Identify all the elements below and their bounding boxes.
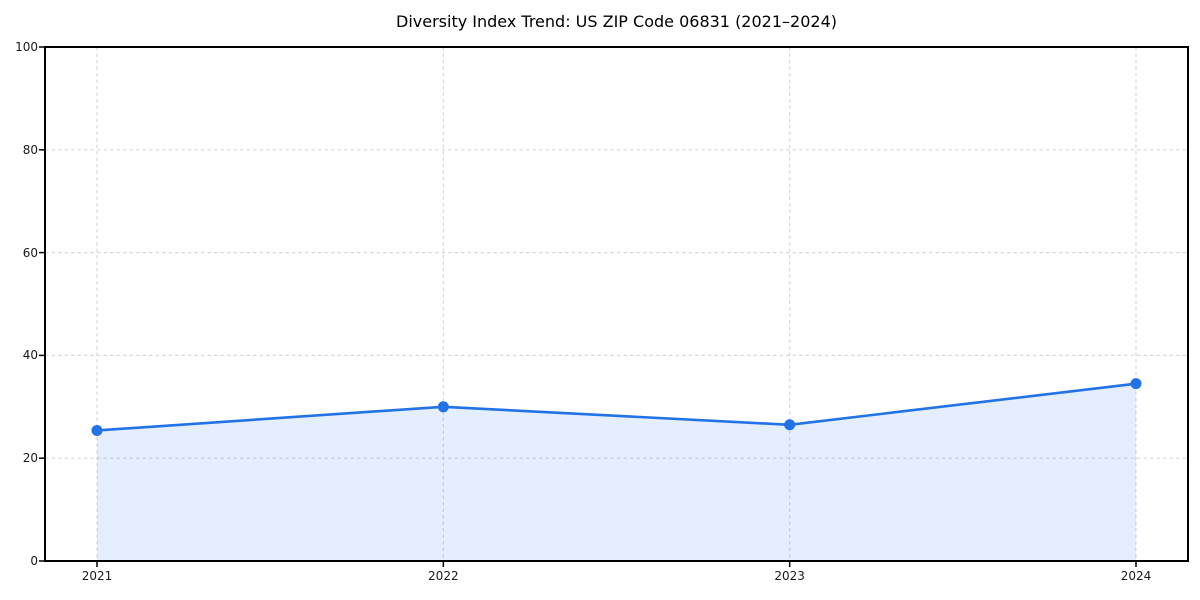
chart-title: Diversity Index Trend: US ZIP Code 06831… bbox=[396, 12, 837, 31]
x-axis-tick-label: 2024 bbox=[1120, 569, 1152, 583]
data-point-marker bbox=[91, 424, 103, 436]
y-axis-tick-label: 0 bbox=[30, 554, 38, 568]
x-axis-tick-label: 2023 bbox=[774, 569, 805, 583]
data-point-marker bbox=[437, 401, 449, 413]
y-axis-tick-label: 20 bbox=[22, 451, 38, 466]
area-fill bbox=[97, 383, 1136, 561]
data-point-marker bbox=[1130, 378, 1142, 390]
plot-border bbox=[44, 46, 1189, 562]
y-axis-tick-label: 80 bbox=[22, 142, 38, 157]
x-axis-tick-label: 2022 bbox=[428, 569, 459, 583]
trend-line bbox=[95, 382, 1138, 432]
y-axis-tick-label: 100 bbox=[15, 40, 38, 54]
data-point-marker bbox=[784, 419, 796, 431]
y-axis-tick-label: 40 bbox=[22, 348, 38, 363]
y-axis-tick-label: 60 bbox=[22, 245, 38, 260]
x-axis-tick-label: 2021 bbox=[81, 569, 113, 583]
